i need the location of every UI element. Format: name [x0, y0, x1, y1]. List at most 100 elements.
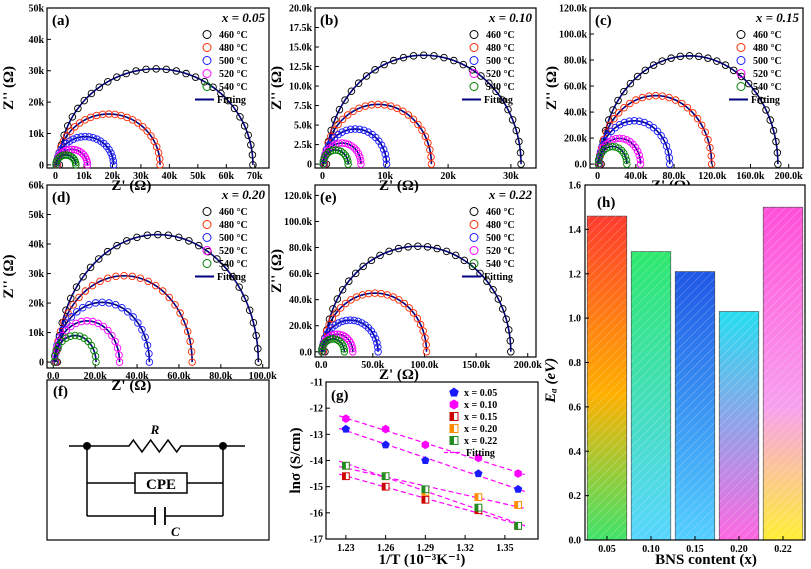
data-point: [368, 130, 376, 139]
legend-label: 540 °C: [219, 82, 248, 93]
data-point: [358, 319, 366, 327]
data-point: [318, 345, 326, 353]
legend-marker: [469, 233, 479, 242]
data-point: [492, 87, 500, 95]
data-point: [171, 301, 179, 309]
data-point: [504, 105, 512, 114]
x-tick-label: 30k: [133, 171, 149, 182]
data-point: [707, 152, 715, 160]
data-point: [156, 161, 164, 169]
panel-label: (b): [320, 13, 338, 29]
bar-hatch: [631, 251, 671, 540]
data-point: [385, 247, 393, 256]
y-tick-label: 20.0k: [564, 134, 588, 145]
y-tick-label: 60.0k: [289, 269, 313, 280]
data-point: [122, 69, 131, 78]
fit-curve: [325, 54, 522, 165]
series-1: [322, 51, 525, 168]
fit-curve: [599, 94, 713, 165]
data-point: [319, 157, 328, 165]
data-point: [506, 337, 515, 345]
data-point: [172, 67, 181, 75]
legend-label: 460 °C: [753, 30, 782, 41]
data-point: [340, 348, 349, 356]
legend-label: 500 °C: [753, 56, 782, 67]
y-tick-label: 100.0k: [284, 217, 313, 228]
data-point: [460, 256, 469, 265]
data-point: [640, 118, 649, 127]
data-point: [422, 340, 430, 349]
legend-marker: [202, 56, 212, 65]
x-tick-label: 0.22: [774, 544, 792, 555]
series-1: [53, 230, 263, 366]
data-point: [334, 146, 343, 155]
data-point: [151, 281, 160, 290]
data-point: [333, 295, 342, 303]
data-point: [182, 69, 190, 78]
data-point: [72, 283, 81, 291]
y-tick-label: 40.0k: [289, 295, 313, 306]
data-point: [451, 251, 460, 260]
data-point: [514, 469, 522, 478]
y-tick-label: 17.5k: [289, 23, 313, 34]
x-tick-label: 1.26: [377, 543, 395, 554]
legend-label: 480 °C: [219, 220, 248, 231]
data-point: [612, 134, 620, 143]
data-point: [67, 313, 76, 321]
axes-frame: [46, 379, 270, 541]
data-point: [319, 160, 327, 168]
data-point: [134, 319, 142, 327]
legend-marker: [469, 82, 479, 91]
x-tick-label: 0.05: [598, 544, 616, 555]
data-point: [200, 77, 209, 86]
data-point: [186, 337, 194, 346]
x-tick-label: 40.0k: [624, 171, 648, 182]
legend-label: 540 °C: [486, 82, 515, 93]
data-point: [423, 243, 432, 251]
series-5: [52, 151, 80, 169]
y-tick-label: -17: [310, 535, 323, 546]
data-point: [111, 337, 119, 346]
series-2: [320, 100, 436, 168]
data-point: [354, 317, 362, 326]
data-point: [83, 317, 91, 325]
data-point: [379, 145, 388, 154]
data-point: [449, 399, 459, 410]
panel-f-circuit: (f) R CPE C: [46, 379, 270, 541]
data-point: [144, 277, 152, 286]
data-point: [766, 116, 774, 124]
data-point: [338, 115, 347, 124]
x-tick-label: 100.0k: [410, 360, 439, 371]
data-point: [757, 96, 765, 105]
legend-marker: [469, 246, 479, 255]
data-point: [73, 134, 81, 142]
data-point: [342, 126, 351, 135]
legend-fit-label: Fitting: [217, 95, 246, 106]
panel-heading: x = 0.15: [755, 10, 800, 25]
data-point: [83, 161, 92, 169]
cpe-element: [134, 472, 188, 494]
data-point: [91, 352, 100, 360]
data-point: [50, 352, 59, 360]
data-point: [92, 358, 100, 366]
y-tick-label: 0.0: [569, 536, 582, 547]
data-point: [85, 300, 93, 309]
data-point: [187, 347, 196, 356]
legend-label: 500 °C: [219, 56, 248, 67]
data-point: [115, 358, 124, 366]
x-tick-label: 0: [595, 171, 600, 182]
data-point-fill: [421, 496, 426, 504]
data-point: [77, 133, 85, 141]
data-point: [374, 343, 382, 352]
legend-label: 460 °C: [219, 207, 248, 218]
data-point: [381, 440, 390, 449]
data-point: [139, 123, 147, 131]
x-axis-title: Z' (Ω): [379, 178, 419, 194]
legend-marker: [202, 30, 212, 39]
data-point: [713, 57, 721, 65]
fit-curve: [322, 149, 349, 165]
data-point: [341, 299, 350, 308]
data-point: [645, 120, 653, 129]
data-point: [513, 484, 523, 493]
